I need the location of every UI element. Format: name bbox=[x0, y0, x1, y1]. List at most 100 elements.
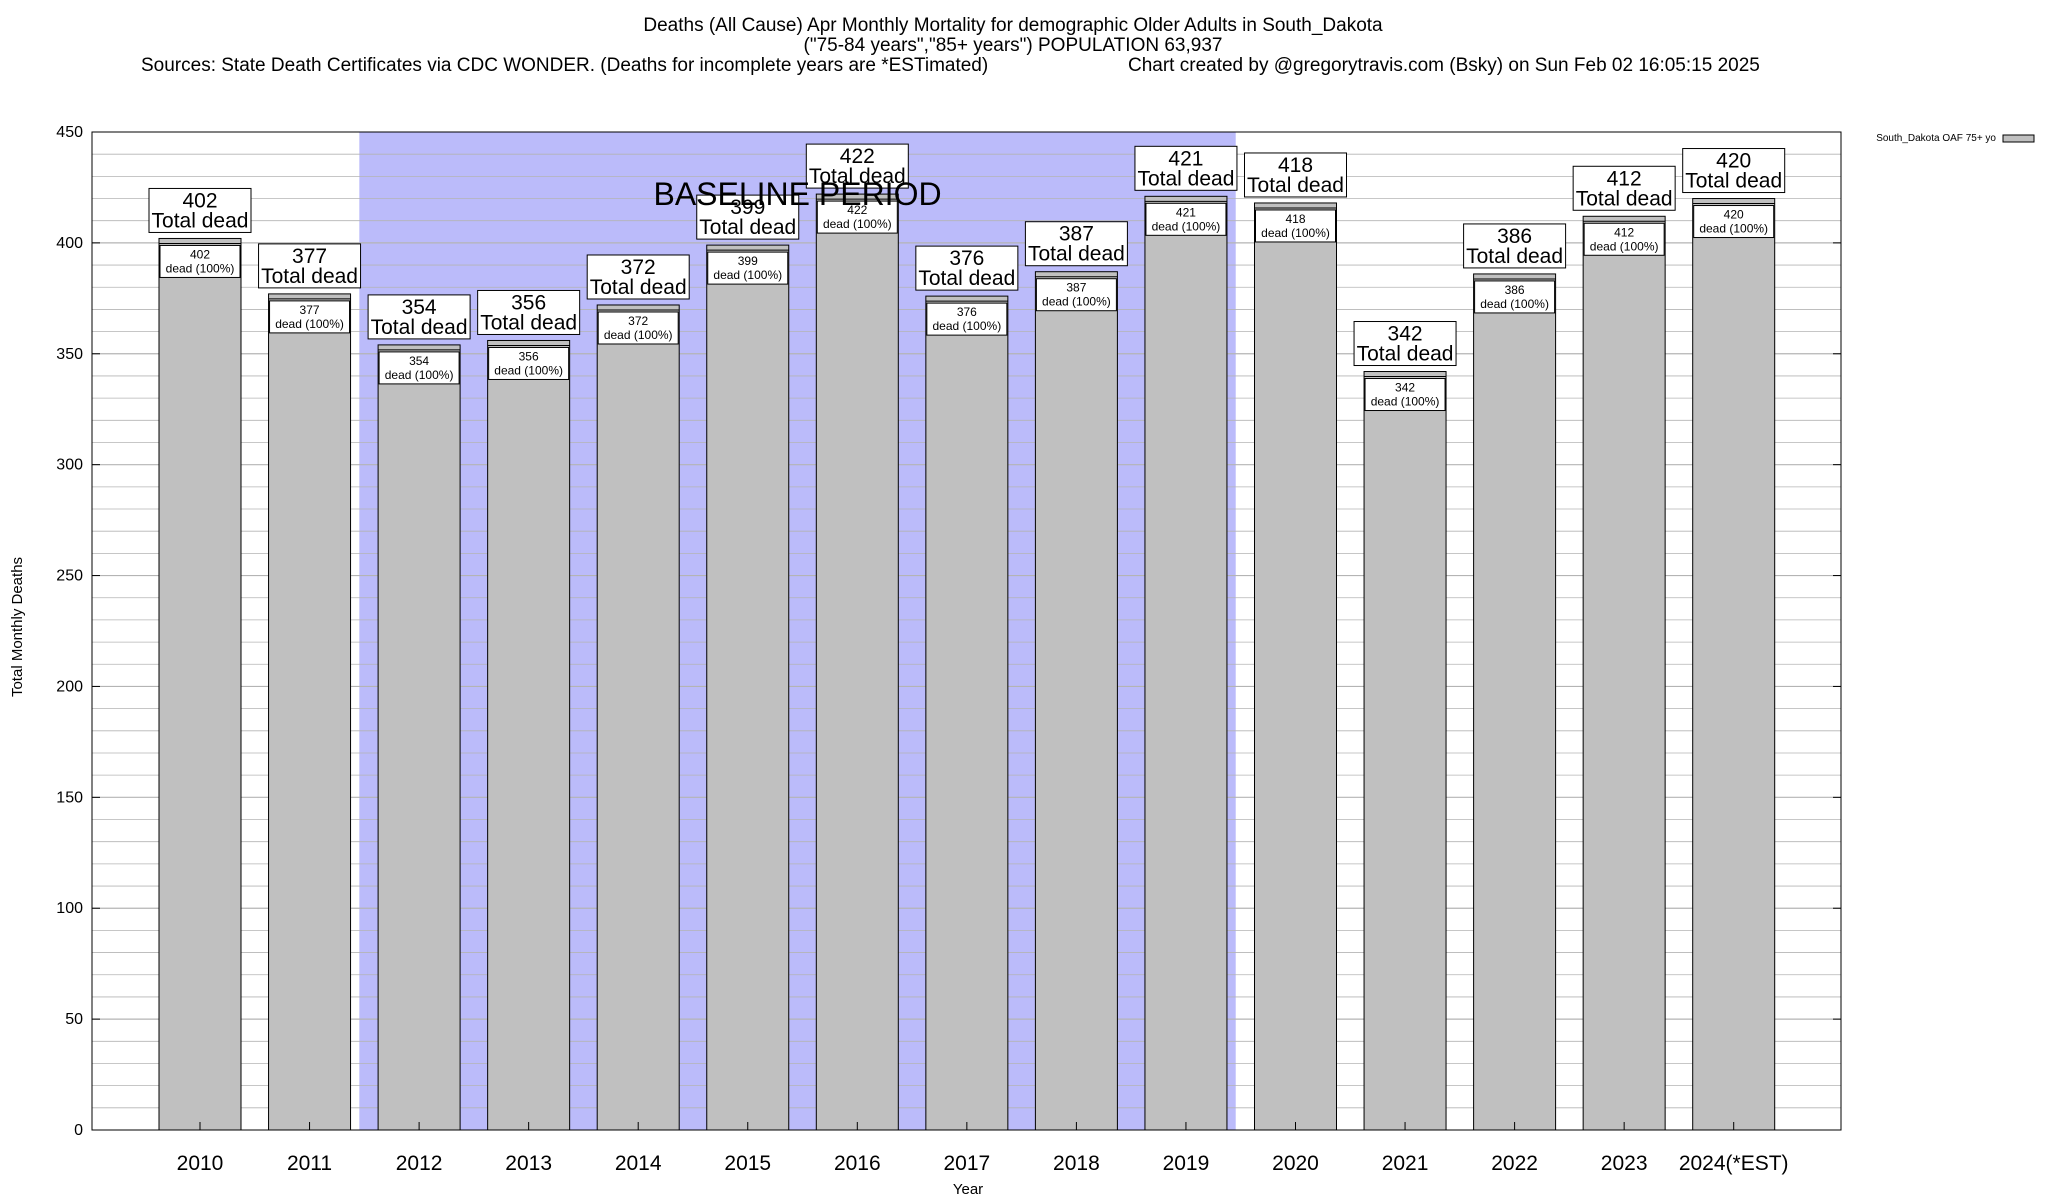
total-label-text: Total dead bbox=[261, 265, 358, 288]
bar bbox=[706, 244, 790, 1131]
x-tick-label: 2013 bbox=[505, 1152, 552, 1175]
total-label-value: 377 bbox=[292, 245, 327, 268]
inner-label-box bbox=[707, 251, 789, 285]
legend-entry-label: South_Dakota OAF 75+ yo bbox=[1876, 133, 1996, 144]
inner-label-text: dead (100%) bbox=[713, 268, 782, 282]
x-tick-label: 2019 bbox=[1163, 1152, 1210, 1175]
inner-label-box bbox=[816, 200, 898, 234]
total-label-text: Total dead bbox=[590, 276, 687, 299]
inner-label-text: dead (100%) bbox=[1152, 219, 1221, 233]
inner-label-value: 399 bbox=[738, 254, 758, 268]
total-label-box bbox=[1024, 221, 1128, 267]
x-tick-label: 2024(*EST) bbox=[1679, 1152, 1789, 1175]
total-label-box bbox=[1572, 165, 1676, 211]
x-tick-label: 2020 bbox=[1272, 1152, 1319, 1175]
inner-label-box bbox=[926, 302, 1008, 336]
inner-label-text: dead (100%) bbox=[1480, 297, 1549, 311]
total-label-box bbox=[1244, 152, 1347, 198]
total-label-text: Total dead bbox=[152, 209, 249, 232]
y-tick-label: 350 bbox=[56, 346, 83, 363]
total-label-text: Total dead bbox=[1576, 187, 1673, 210]
inner-label-value: 418 bbox=[1285, 212, 1305, 226]
bar bbox=[158, 237, 242, 1131]
inner-label-value: 376 bbox=[957, 305, 977, 319]
bar bbox=[925, 295, 1009, 1131]
chart-credit-note: Chart created by @gregorytravis.com (Bsk… bbox=[1128, 55, 1760, 76]
total-label-box bbox=[696, 194, 800, 240]
bar bbox=[377, 344, 461, 1131]
x-tick-label: 2022 bbox=[1491, 1152, 1538, 1175]
x-tick-label: 2014 bbox=[615, 1152, 662, 1175]
inner-label-text: dead (100%) bbox=[1042, 295, 1111, 309]
total-label-text: Total dead bbox=[1137, 167, 1234, 190]
x-tick-label: 2017 bbox=[943, 1152, 990, 1175]
inner-label-box bbox=[1035, 278, 1117, 312]
inner-label-value: 356 bbox=[519, 349, 539, 363]
total-label-box bbox=[258, 243, 362, 289]
inner-label-text: dead (100%) bbox=[275, 317, 344, 331]
baseline-period-label: BASELINE PERIOD bbox=[653, 176, 941, 212]
total-label-box bbox=[915, 245, 1019, 291]
total-label-value: 422 bbox=[840, 145, 875, 168]
chart-title-line-2: ("75-84 years","85+ years") POPULATION 6… bbox=[804, 35, 1223, 56]
inner-label-value: 412 bbox=[1614, 225, 1634, 239]
x-tick-label: 2012 bbox=[396, 1152, 443, 1175]
total-label-text: Total dead bbox=[371, 316, 468, 339]
bar bbox=[268, 293, 352, 1131]
inner-label-text: dead (100%) bbox=[166, 261, 235, 275]
y-tick-label: 400 bbox=[56, 235, 83, 252]
total-label-box bbox=[477, 289, 581, 335]
bar bbox=[1692, 198, 1776, 1131]
inner-label-value: 420 bbox=[1724, 208, 1744, 222]
y-tick-label: 150 bbox=[56, 789, 83, 806]
y-tick-label: 450 bbox=[56, 124, 83, 141]
total-label-value: 386 bbox=[1497, 225, 1532, 248]
inner-label-text: dead (100%) bbox=[494, 363, 563, 377]
total-label-box bbox=[1463, 223, 1567, 269]
x-tick-label: 2010 bbox=[177, 1152, 224, 1175]
x-tick-label: 2016 bbox=[834, 1152, 881, 1175]
total-label-box bbox=[586, 254, 690, 300]
inner-label-box bbox=[488, 346, 570, 380]
inner-label-box bbox=[269, 300, 351, 334]
total-label-box bbox=[1353, 321, 1457, 367]
y-axis-title: Total Monthly Deaths bbox=[9, 557, 26, 697]
inner-label-box bbox=[1583, 222, 1665, 256]
inner-label-text: dead (100%) bbox=[1590, 239, 1659, 253]
inner-label-text: dead (100%) bbox=[1371, 395, 1440, 409]
inner-label-text: dead (100%) bbox=[1699, 222, 1768, 236]
total-label-text: Total dead bbox=[1466, 245, 1563, 268]
total-label-text: Total dead bbox=[1247, 174, 1344, 197]
total-label-value: 342 bbox=[1388, 323, 1423, 346]
inner-label-text: dead (100%) bbox=[385, 368, 454, 382]
bar bbox=[1363, 371, 1447, 1131]
total-label-value: 412 bbox=[1607, 167, 1642, 190]
inner-label-value: 354 bbox=[409, 354, 429, 368]
total-label-value: 372 bbox=[621, 256, 656, 279]
y-tick-label: 100 bbox=[56, 900, 83, 917]
total-label-box bbox=[367, 294, 471, 340]
total-label-text: Total dead bbox=[1028, 243, 1125, 266]
bar bbox=[1034, 271, 1118, 1131]
total-label-text: Total dead bbox=[480, 311, 577, 334]
total-label-box bbox=[1134, 145, 1238, 191]
